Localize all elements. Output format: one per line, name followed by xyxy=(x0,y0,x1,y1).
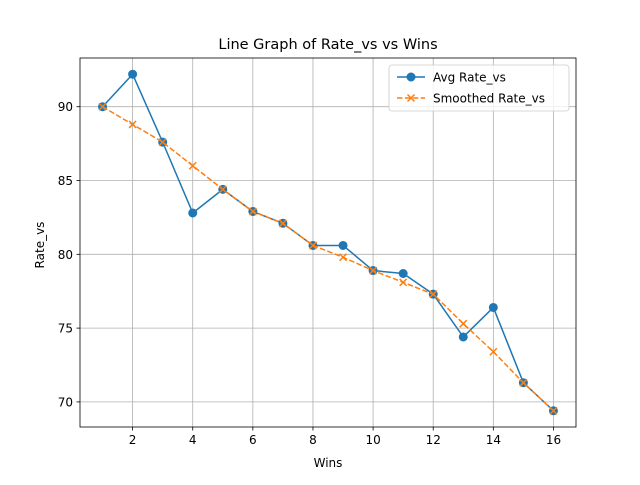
data-point-smoothed-rate-vs xyxy=(338,253,348,262)
data-point-avg-rate-vs xyxy=(338,240,348,250)
data-point-smoothed-rate-vs xyxy=(459,319,468,328)
legend-label: Smoothed Rate_vs xyxy=(433,92,545,106)
data-point-smoothed-rate-vs xyxy=(399,278,408,287)
series-line-smoothed-rate-vs xyxy=(102,106,554,412)
legend-label: Avg Rate_vs xyxy=(433,71,506,85)
x-marker-stroke xyxy=(158,138,167,147)
x-marker-stroke xyxy=(308,241,318,250)
chart-title: Line Graph of Rate_vs vs Wins xyxy=(218,37,437,53)
x-marker-stroke xyxy=(188,161,197,170)
x-marker-stroke xyxy=(218,185,227,194)
series-layer xyxy=(98,69,558,416)
y-tick-label: 80 xyxy=(58,248,73,262)
data-point-avg-rate-vs xyxy=(188,208,198,218)
y-tick-label: 70 xyxy=(58,395,73,409)
legend-marker xyxy=(406,72,416,82)
data-point-smoothed-rate-vs xyxy=(429,290,438,299)
x-tick-label: 4 xyxy=(189,433,197,447)
plot-frame xyxy=(79,57,577,428)
x-tick-label: 6 xyxy=(249,433,257,447)
data-point-avg-rate-vs xyxy=(398,268,408,278)
data-point-smoothed-rate-vs xyxy=(248,207,257,216)
grid xyxy=(80,58,576,427)
data-point-smoothed-rate-vs xyxy=(489,347,498,356)
data-point-smoothed-rate-vs xyxy=(188,161,197,170)
data-point-smoothed-rate-vs xyxy=(519,378,528,387)
x-marker-stroke xyxy=(278,219,287,228)
legend: Avg Rate_vs Smoothed Rate_vs xyxy=(388,64,570,112)
data-point-smoothed-rate-vs xyxy=(369,266,378,275)
y-tick-label: 90 xyxy=(58,100,73,114)
x-marker-stroke xyxy=(338,253,348,262)
y-tick-label: 85 xyxy=(58,174,73,188)
x-marker-stroke xyxy=(429,290,438,299)
x-marker-stroke xyxy=(248,207,257,216)
x-tick-label: 2 xyxy=(129,433,137,447)
x-marker-stroke xyxy=(489,347,498,356)
x-marker-stroke xyxy=(459,319,468,328)
data-point-smoothed-rate-vs xyxy=(128,120,137,129)
x-tick-label: 16 xyxy=(546,433,561,447)
x-tick-label: 8 xyxy=(309,433,317,447)
y-axis-label: Rate_vs xyxy=(33,222,47,269)
x-tick-label: 14 xyxy=(486,433,501,447)
data-point-avg-rate-vs xyxy=(458,332,468,342)
x-marker-stroke xyxy=(128,120,137,129)
x-marker-stroke xyxy=(369,266,378,275)
series-smoothed-rate-vs xyxy=(98,102,558,415)
x-marker-stroke xyxy=(406,93,416,103)
data-point-smoothed-rate-vs xyxy=(549,406,558,415)
x-tick-label: 10 xyxy=(365,433,380,447)
data-point-avg-rate-vs xyxy=(128,69,138,79)
data-point-smoothed-rate-vs xyxy=(308,241,318,250)
data-point-smoothed-rate-vs xyxy=(278,219,287,228)
legend-item: Avg Rate_vs xyxy=(397,71,506,85)
x-tick-label: 12 xyxy=(426,433,441,447)
data-point-avg-rate-vs xyxy=(488,302,498,312)
x-marker-stroke xyxy=(98,102,107,111)
legend-box xyxy=(388,64,570,112)
data-point-smoothed-rate-vs xyxy=(98,102,107,111)
x-axis-label: Wins xyxy=(314,456,343,470)
x-marker-stroke xyxy=(399,278,408,287)
series-line-avg-rate-vs xyxy=(101,73,554,412)
data-point-smoothed-rate-vs xyxy=(158,138,167,147)
legend-marker xyxy=(406,93,416,103)
data-point-smoothed-rate-vs xyxy=(218,185,227,194)
legend-item: Smoothed Rate_vs xyxy=(397,92,545,106)
x-marker-stroke xyxy=(519,378,528,387)
y-tick-label: 75 xyxy=(58,322,73,336)
x-marker-stroke xyxy=(549,406,558,415)
ticks: 2 4 6 8 10 12 14 16 70 75 80 85 90 xyxy=(58,100,561,447)
